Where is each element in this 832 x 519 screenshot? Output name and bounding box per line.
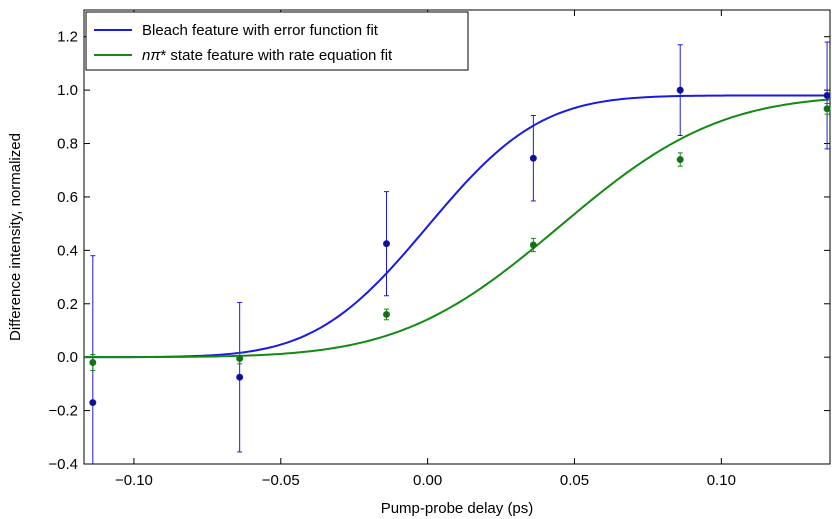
x-tick-label: 0.10: [707, 472, 736, 489]
data-point-0: [236, 373, 244, 381]
data-point-1: [383, 310, 391, 318]
data-point-1: [529, 241, 537, 249]
y-axis-label: Difference intensity, normalized: [7, 133, 24, 341]
legend: Bleach feature with error function fit n…: [85, 11, 469, 71]
y-tick-label: 0.0: [57, 349, 78, 366]
x-tick-label: 0.05: [560, 472, 589, 489]
x-tick-label: −0.05: [262, 472, 300, 489]
plot-area: [83, 9, 831, 465]
y-tick-label: −0.4: [48, 456, 78, 473]
y-tick-label: 0.6: [57, 189, 78, 206]
data-point-1: [236, 355, 244, 363]
y-tick-label: 1.0: [57, 82, 78, 99]
legend-label-npi-italic: nπ: [142, 47, 161, 64]
legend-label-npi-rest: * state feature with rate equation fit: [160, 47, 393, 64]
legend-box: [85, 11, 469, 71]
y-tick-label: 0.4: [57, 242, 78, 259]
y-tick-label: −0.2: [48, 403, 78, 420]
legend-label-npi: nπ* state feature with rate equation fit: [142, 47, 393, 64]
fit-curve-0: [84, 94, 830, 359]
legend-label-bleach: Bleach feature with error function fit: [142, 22, 379, 39]
y-tick-label: 0.8: [57, 136, 78, 153]
x-tick-label: −0.10: [115, 472, 153, 489]
data-point-0: [676, 86, 684, 94]
y-tick-label: 0.2: [57, 296, 78, 313]
x-axis-label: Pump-probe delay (ps): [381, 500, 534, 517]
data-point-0: [823, 91, 831, 99]
data-point-1: [823, 105, 831, 113]
data-point-1: [676, 156, 684, 164]
fit-curve-1: [84, 98, 831, 359]
data-point-1: [89, 359, 97, 367]
data-point-0: [383, 240, 391, 248]
y-tick-label: 1.2: [57, 29, 78, 46]
data-point-0: [529, 154, 537, 162]
data-point-0: [89, 399, 97, 407]
x-tick-label: 0.00: [413, 472, 442, 489]
